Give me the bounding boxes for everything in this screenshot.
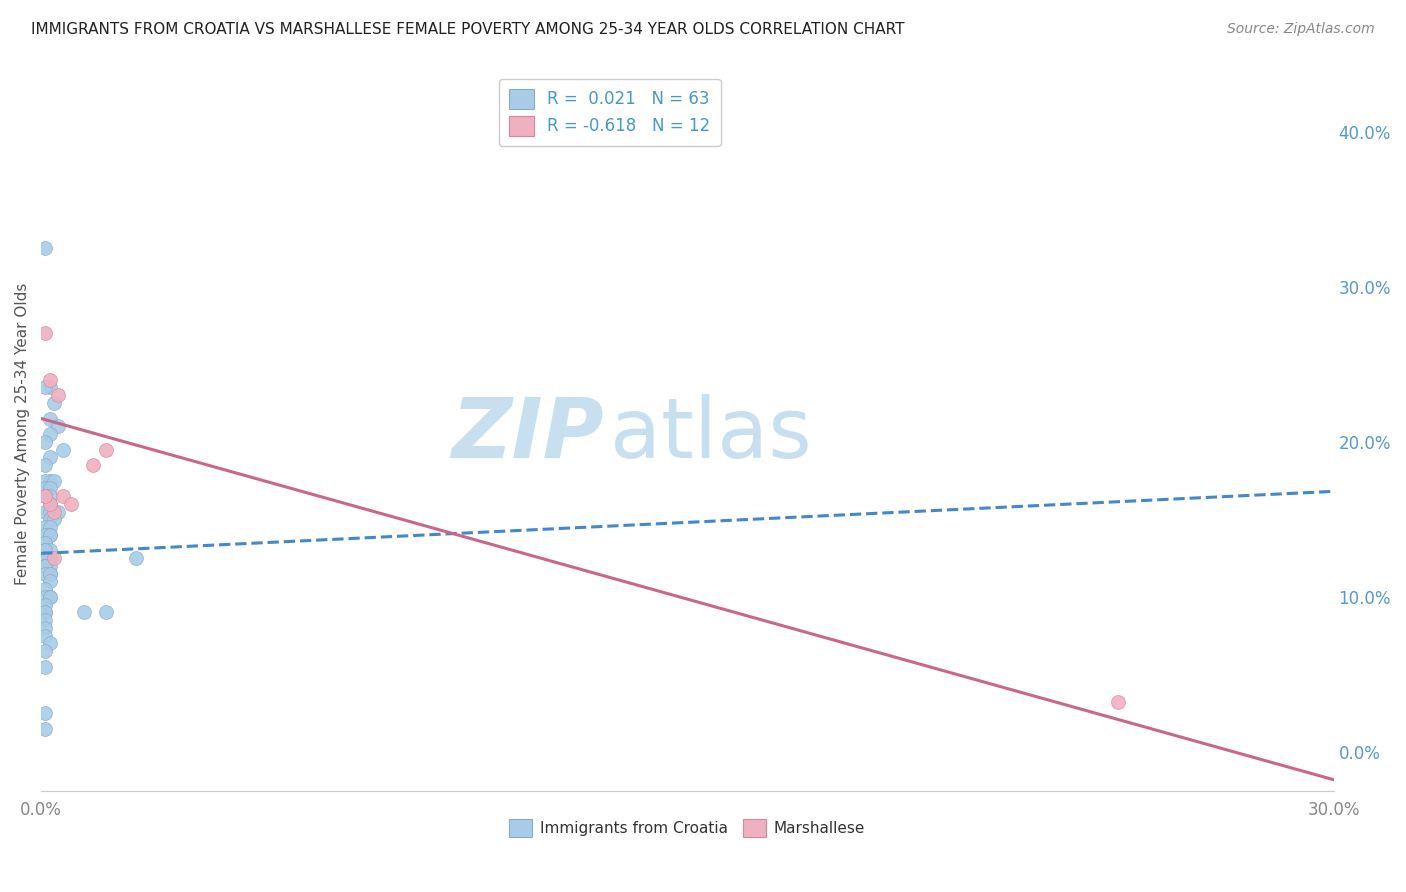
Point [34, 621, 56, 635]
Point [38, 450, 60, 465]
Point [34, 535, 56, 549]
Point [38, 543, 60, 558]
Point [52, 489, 75, 503]
Point [34, 613, 56, 627]
Point [34, 520, 56, 534]
Point [34, 380, 56, 394]
Point [34, 326, 56, 341]
Point [38, 411, 60, 425]
Point [38, 551, 60, 566]
Point [38, 590, 60, 604]
Point [38, 528, 60, 542]
Point [34, 551, 56, 566]
Point [34, 504, 56, 518]
Point [34, 481, 56, 495]
Point [38, 558, 60, 573]
Point [34, 706, 56, 720]
Point [46, 419, 69, 434]
Point [38, 380, 60, 394]
Point [34, 659, 56, 673]
Point [38, 373, 60, 387]
Point [38, 520, 60, 534]
Point [38, 497, 60, 511]
Point [34, 558, 56, 573]
Point [34, 434, 56, 449]
Point [34, 582, 56, 596]
Point [38, 474, 60, 488]
Point [34, 605, 56, 619]
Point [34, 722, 56, 736]
Point [34, 489, 56, 503]
Point [125, 551, 148, 566]
Point [46, 388, 69, 402]
Point [42, 474, 65, 488]
Point [38, 427, 60, 442]
Point [34, 558, 56, 573]
Point [34, 590, 56, 604]
Point [34, 474, 56, 488]
Point [42, 512, 65, 526]
Point [42, 551, 65, 566]
Text: Source: ZipAtlas.com: Source: ZipAtlas.com [1227, 22, 1375, 37]
Text: ZIP: ZIP [451, 393, 603, 475]
Point [94, 605, 117, 619]
Point [1107, 695, 1129, 709]
Point [34, 566, 56, 581]
Point [38, 497, 60, 511]
Point [73, 605, 96, 619]
Point [34, 543, 56, 558]
Point [38, 574, 60, 589]
Point [38, 512, 60, 526]
Point [34, 458, 56, 472]
Point [42, 396, 65, 410]
Point [38, 590, 60, 604]
Point [34, 605, 56, 619]
Point [60, 497, 83, 511]
Point [34, 558, 56, 573]
Point [38, 481, 60, 495]
Text: IMMIGRANTS FROM CROATIA VS MARSHALLESE FEMALE POVERTY AMONG 25-34 YEAR OLDS CORR: IMMIGRANTS FROM CROATIA VS MARSHALLESE F… [31, 22, 904, 37]
Point [34, 543, 56, 558]
Point [42, 504, 65, 518]
Point [38, 636, 60, 650]
Point [94, 442, 117, 457]
Y-axis label: Female Poverty Among 25-34 Year Olds: Female Poverty Among 25-34 Year Olds [15, 283, 30, 585]
Point [34, 598, 56, 612]
Legend: Immigrants from Croatia, Marshallese: Immigrants from Croatia, Marshallese [503, 813, 872, 844]
Point [38, 566, 60, 581]
Point [34, 644, 56, 658]
Point [34, 241, 56, 255]
Point [82, 458, 104, 472]
Point [34, 628, 56, 642]
Point [34, 535, 56, 549]
Point [52, 442, 75, 457]
Point [38, 528, 60, 542]
Point [34, 489, 56, 503]
Point [34, 528, 56, 542]
Point [38, 504, 60, 518]
Point [38, 489, 60, 503]
Text: atlas: atlas [610, 393, 811, 475]
Point [38, 566, 60, 581]
Point [34, 551, 56, 566]
Point [46, 504, 69, 518]
